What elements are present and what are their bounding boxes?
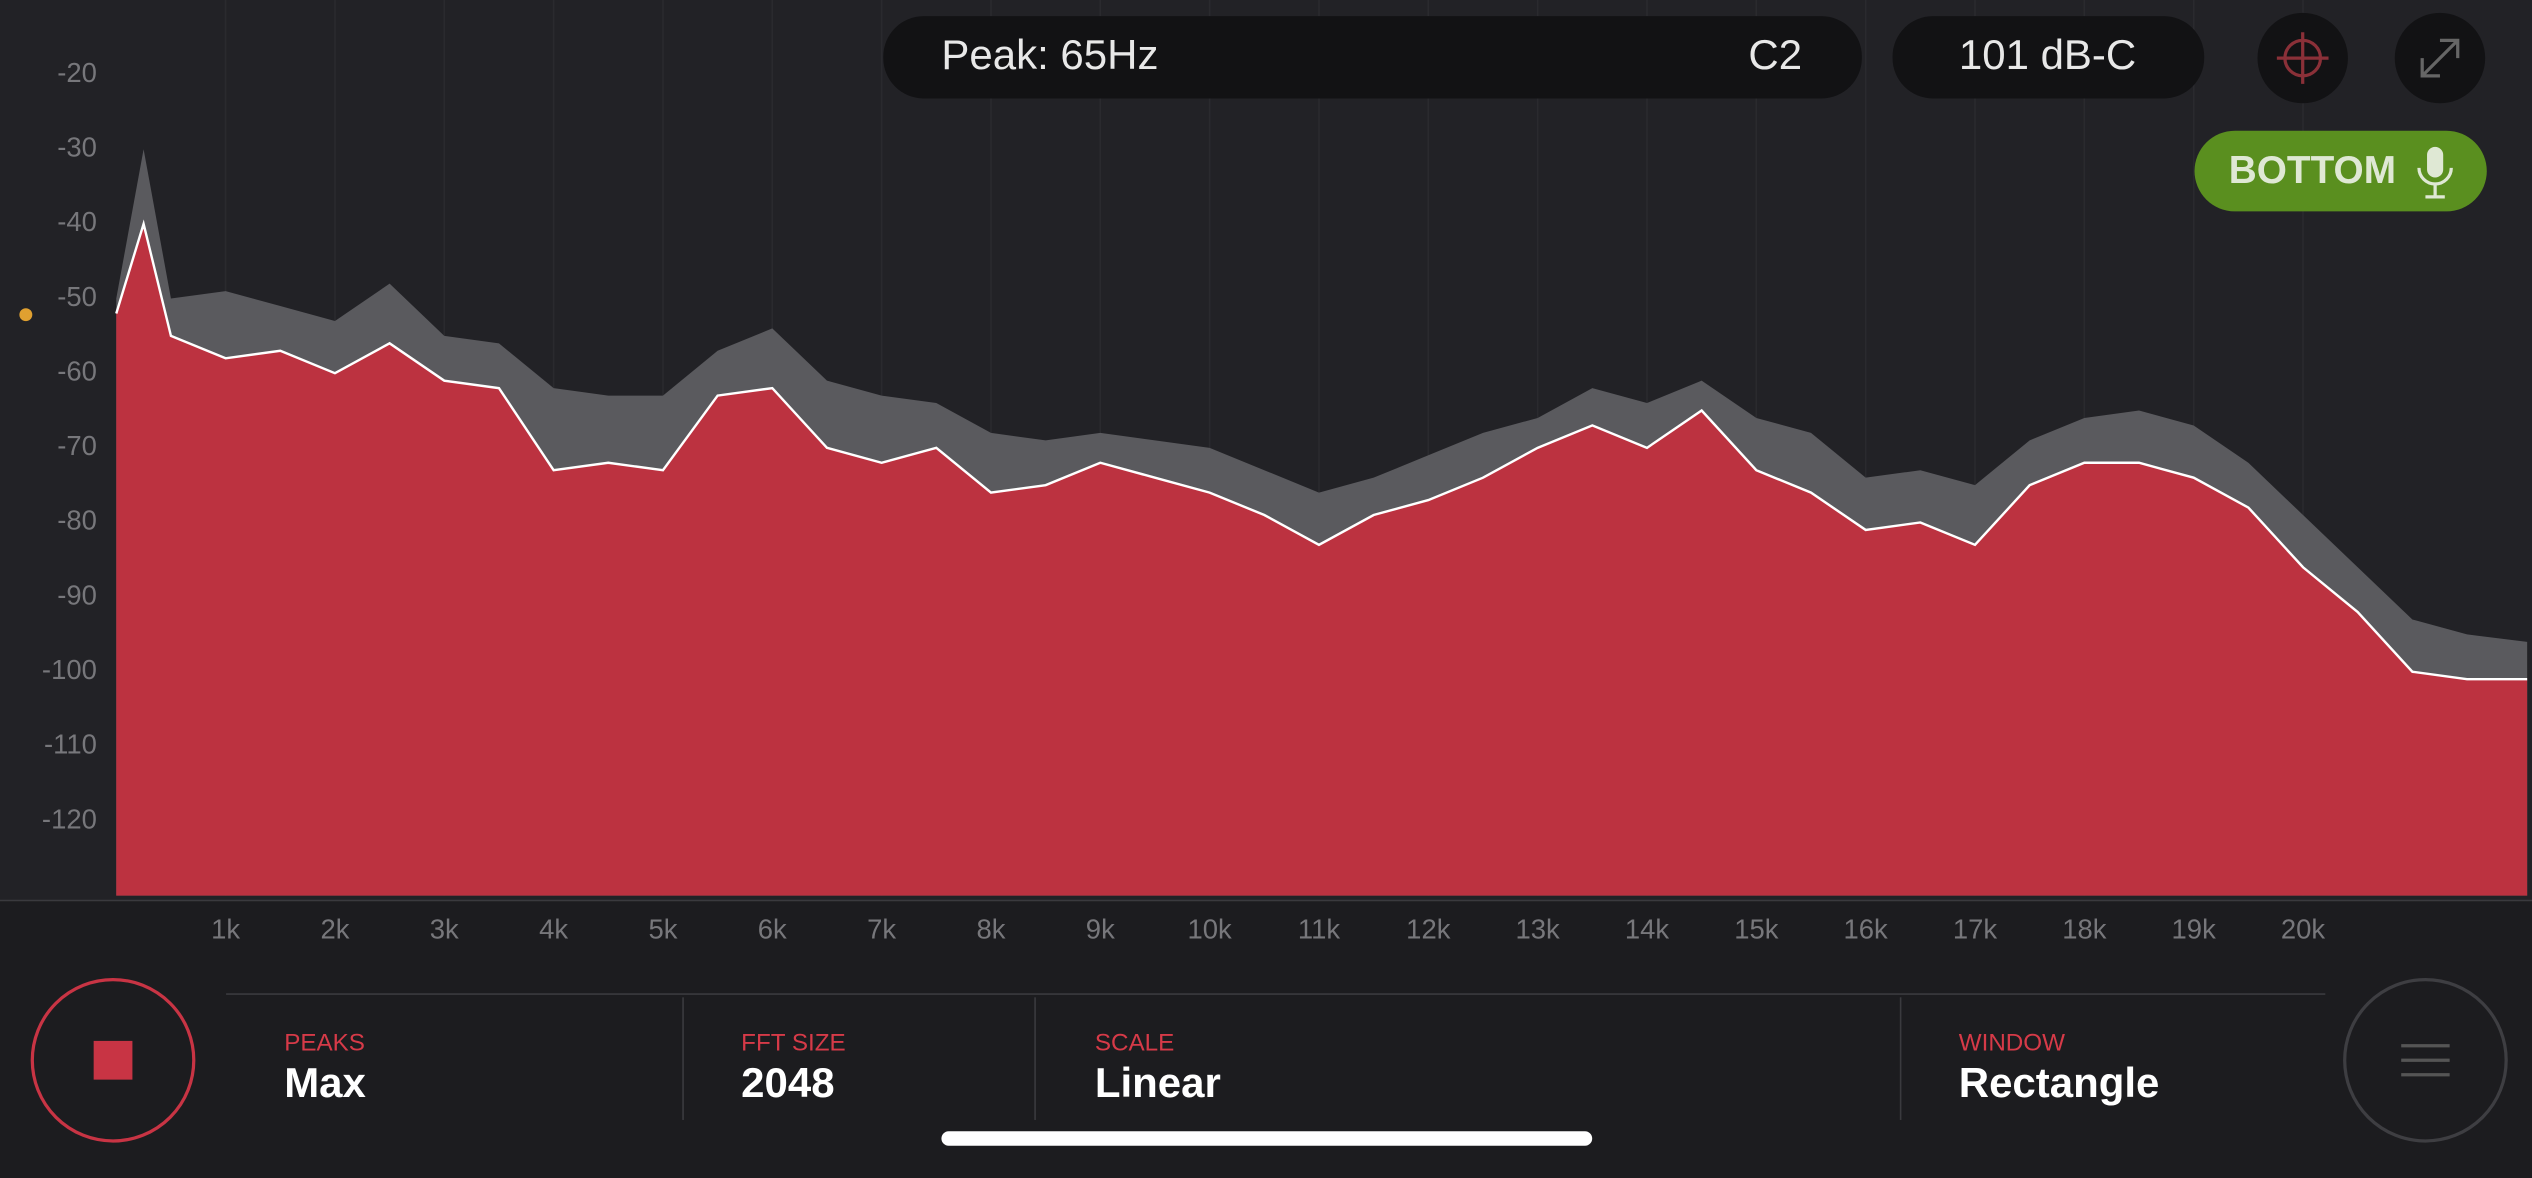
x-tick-label: 9k [1086,913,1115,944]
x-tick-label: 14k [1625,913,1670,944]
spectrum-line [115,219,2528,681]
x-tick-label: 6k [758,913,787,944]
level-pill [1892,16,2205,99]
x-tick-label: 4k [539,913,568,944]
peak-frequency: Peak: 65Hz [941,31,1158,78]
setting-label: SCALE [1095,1030,1174,1057]
x-tick-label: 7k [867,913,896,944]
menu-button[interactable] [2343,977,2508,1143]
x-tick-label: 20k [2281,913,2326,944]
x-tick-label: 8k [976,913,1005,944]
expand-icon [2420,38,2460,78]
setting-label: PEAKS [284,1030,365,1057]
y-tick-label: -40 [57,206,97,237]
mic-icon [2427,146,2444,178]
y-tick-label: -110 [44,729,97,760]
x-tick-label: 18k [2062,913,2107,944]
peak-pill [883,16,1862,99]
menu-icon [2401,1044,2450,1077]
target-button[interactable] [2257,12,2348,104]
stop-button[interactable] [30,977,196,1143]
x-tick-label: 11k [1298,913,1340,944]
level-marker [19,308,33,322]
x-tick-label: 12k [1406,913,1451,944]
x-tick-label: 17k [1953,913,1998,944]
target-cross [2276,32,2329,84]
y-tick-label: -70 [57,430,97,461]
mic-bg [2194,130,2487,212]
x-tick-label: 13k [1516,913,1561,944]
x-tick-label: 1k [211,913,240,944]
y-tick-label: -120 [42,803,97,834]
y-tick-label: -30 [57,132,97,163]
stop-ring [30,977,196,1143]
x-tick-label: 10k [1188,913,1233,944]
setting-label: FFT SIZE [741,1030,845,1057]
y-tick-label: -60 [57,355,97,386]
peak-note: C2 [1748,31,1802,78]
y-tick-label: -20 [57,57,97,88]
x-tick-label: 2k [320,913,349,944]
home-indicator [941,1131,1593,1146]
x-tick-label: 19k [2172,913,2217,944]
setting-value[interactable]: Max [284,1059,366,1106]
plot: -20 -30 -40 -50 -60 -70 -80 -90 -100 -110 -120 1k 2k… [42,0,2528,944]
x-tick-label: 16k [1844,913,1889,944]
y-tick-label: -50 [57,281,97,312]
expand-button[interactable] [2394,12,2486,104]
mic-button[interactable]: BOTTOM [2194,130,2487,212]
x-tick-label: 3k [430,913,459,944]
y-tick-label: -80 [57,505,97,536]
y-tick-label: -90 [57,579,97,610]
x-tick-label: 5k [648,913,677,944]
stop-icon [93,1040,133,1080]
setting-value[interactable]: Linear [1095,1059,1221,1106]
mic-stand [2417,167,2453,199]
y-tick-label: -100 [42,654,97,685]
setting-label: WINDOW [1959,1030,2065,1057]
x-tick-label: 15k [1734,913,1779,944]
menu-ring [2343,977,2508,1143]
spectrum-area [116,223,2528,896]
mic-label: BOTTOM [2229,149,2396,192]
sound-level: 101 dB-C [1959,31,2136,78]
setting-value[interactable]: 2048 [741,1059,834,1106]
setting-value[interactable]: Rectangle [1959,1059,2160,1106]
